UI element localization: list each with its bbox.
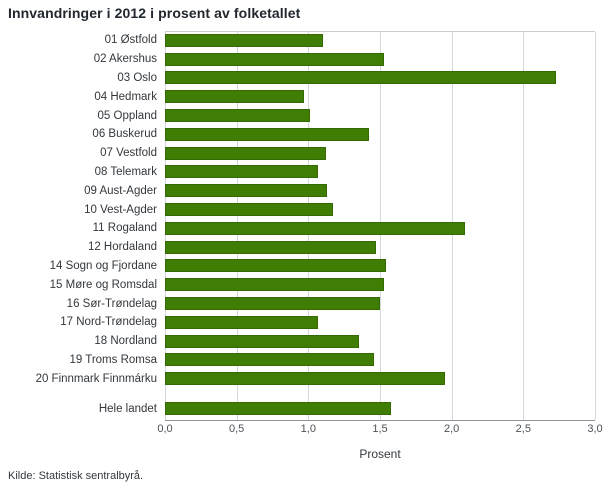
- bar-track: [165, 90, 595, 104]
- bar-track: [165, 353, 595, 367]
- x-axis-label-wrap: Prosent: [165, 445, 595, 463]
- chart-gap: [0, 388, 610, 399]
- category-label: 08 Telemark: [94, 165, 157, 178]
- category-label: 18 Nordland: [94, 335, 157, 348]
- bar: [165, 165, 319, 179]
- category-label: 14 Sogn og Fjordane: [49, 259, 157, 272]
- bar: [165, 109, 310, 123]
- chart-row: 20 Finnmark Finnmárku: [0, 369, 610, 388]
- chart-row: 03 Oslo: [0, 69, 610, 88]
- bar-track: [165, 109, 595, 123]
- bar-track: [165, 33, 595, 47]
- gridline: [523, 32, 525, 420]
- category-label: 04 Hedmark: [94, 90, 157, 103]
- bar: [165, 240, 376, 254]
- chart-title: Innvandringer i 2012 i prosent av folket…: [8, 5, 301, 21]
- chart-row: 09 Aust-Agder: [0, 181, 610, 200]
- chart-row: 10 Vest-Agder: [0, 200, 610, 219]
- chart-row: 19 Troms Romsa: [0, 351, 610, 370]
- bar-track: [165, 165, 595, 179]
- bar-track: [165, 146, 595, 160]
- category-label: 02 Akershus: [93, 53, 157, 66]
- chart-row: 07 Vestfold: [0, 144, 610, 163]
- category-label: Hele landet: [98, 402, 157, 415]
- category-label: 17 Nord-Trøndelag: [60, 316, 157, 329]
- chart-row: 02 Akershus: [0, 50, 610, 69]
- category-label: 20 Finnmark Finnmárku: [35, 372, 157, 385]
- category-label: 10 Vest-Agder: [84, 203, 157, 216]
- bar-track: [165, 240, 595, 254]
- chart-rows: 01 Østfold 02 Akershus 03 Oslo 04 Hedmark 05…: [0, 31, 610, 418]
- chart-row: 05 Oppland: [0, 106, 610, 125]
- bar-track: [165, 184, 595, 198]
- category-label: 03 Oslo: [117, 71, 157, 84]
- chart-row: 14 Sogn og Fjordane: [0, 257, 610, 276]
- source-note: Kilde: Statistisk sentralbyrå.: [8, 470, 144, 482]
- bar-track: [165, 315, 595, 329]
- bar: [165, 372, 445, 386]
- bar-track: [165, 127, 595, 141]
- bar: [165, 203, 333, 217]
- category-label: 15 Møre og Romsdal: [49, 278, 157, 291]
- bar-track: [165, 203, 595, 217]
- x-tick-label: 1,5: [372, 423, 388, 435]
- x-axis-label: Prosent: [359, 447, 401, 461]
- bar-track: [165, 334, 595, 348]
- bar: [165, 33, 323, 47]
- x-tick-label: 2,0: [444, 423, 460, 435]
- category-label: 07 Vestfold: [100, 147, 157, 160]
- x-tick-label: 3,0: [587, 423, 603, 435]
- chart-row: 16 Sør-Trøndelag: [0, 294, 610, 313]
- bar: [165, 402, 392, 416]
- bar-track: [165, 259, 595, 273]
- category-label: 01 Østfold: [104, 34, 157, 47]
- chart-row: 18 Nordland: [0, 332, 610, 351]
- bar-track: [165, 71, 595, 85]
- bar: [165, 297, 380, 311]
- bar-track: [165, 297, 595, 311]
- gridline: [595, 32, 596, 420]
- category-label: 16 Sør-Trøndelag: [66, 297, 157, 310]
- chart-row: 17 Nord-Trøndelag: [0, 313, 610, 332]
- bar-chart: 01 Østfold 02 Akershus 03 Oslo 04 Hedmark 05…: [0, 31, 610, 461]
- x-axis-ticks: 0,0 0,5 1,0 1,5 2,0 2,5 3,0: [157, 423, 602, 438]
- bar: [165, 52, 385, 66]
- category-label: 05 Oppland: [97, 109, 157, 122]
- bar: [165, 353, 375, 367]
- x-tick-label: 2,5: [515, 423, 531, 435]
- x-tick-label: 1,0: [300, 423, 316, 435]
- category-label: 12 Hordaland: [87, 241, 157, 254]
- bar-track: [165, 52, 595, 66]
- chart-row: 01 Østfold: [0, 31, 610, 50]
- category-label: 19 Troms Romsa: [69, 353, 157, 366]
- bar: [165, 278, 385, 292]
- bar-track: [165, 278, 595, 292]
- x-tick-label: 0,0: [157, 423, 173, 435]
- bar: [165, 127, 369, 141]
- category-label: 11 Rogaland: [92, 222, 157, 235]
- bar: [165, 146, 326, 160]
- chart-row: 04 Hedmark: [0, 87, 610, 106]
- category-label: 09 Aust-Agder: [84, 184, 157, 197]
- bar: [165, 221, 465, 235]
- chart-row: 12 Hordaland: [0, 238, 610, 257]
- x-tick-label: 0,5: [229, 423, 245, 435]
- bar-track: [165, 221, 595, 235]
- chart-row: 06 Buskerud: [0, 125, 610, 144]
- category-label: 06 Buskerud: [92, 128, 157, 141]
- chart-row: Hele landet: [0, 399, 610, 418]
- bar: [165, 259, 386, 273]
- chart-row: 08 Telemark: [0, 163, 610, 182]
- bar: [165, 315, 319, 329]
- bar: [165, 90, 305, 104]
- bar: [165, 71, 557, 85]
- bar-track: [165, 372, 595, 386]
- bar: [165, 184, 327, 198]
- bar-track: [165, 402, 595, 416]
- chart-row: 15 Møre og Romsdal: [0, 275, 610, 294]
- chart-row: 11 Rogaland: [0, 219, 610, 238]
- bar: [165, 334, 359, 348]
